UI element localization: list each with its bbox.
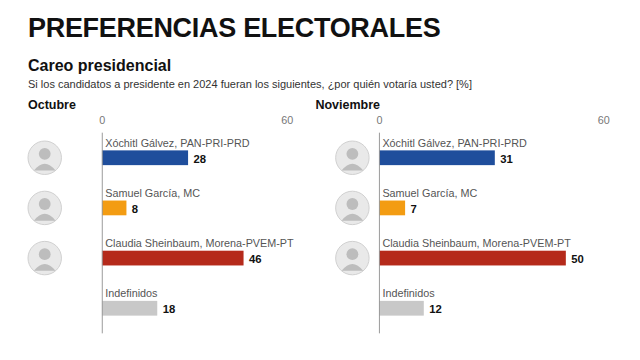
svg-text:60: 60 <box>598 114 610 126</box>
html-text:Si los candidatos a presidente: Si los candidatos a presidente en 2024 f… <box>28 78 472 90</box>
svg-text:60: 60 <box>281 114 293 126</box>
svg-text:28: 28 <box>193 153 206 165</box>
svg-text:12: 12 <box>430 303 443 315</box>
svg-text:31: 31 <box>501 153 514 165</box>
svg-text:Xóchitl Gálvez, PAN-PRI-PRD: Xóchitl Gálvez, PAN-PRI-PRD <box>383 137 528 149</box>
html-text:Octubre: Octubre <box>28 98 76 112</box>
svg-text:8: 8 <box>132 203 138 215</box>
svg-text:7: 7 <box>411 203 417 215</box>
svg-text:Xóchitl Gálvez, PAN-PRI-PRD: Xóchitl Gálvez, PAN-PRI-PRD <box>105 137 250 149</box>
svg-text:Claudia Sheinbaum, Morena-PVEM: Claudia Sheinbaum, Morena-PVEM-PT <box>383 237 572 249</box>
svg-text:Samuel García, MC: Samuel García, MC <box>105 187 200 199</box>
svg-text:Claudia Sheinbaum, Morena-PVEM: Claudia Sheinbaum, Morena-PVEM-PT <box>105 237 294 249</box>
svg-text:50: 50 <box>572 253 585 265</box>
svg-text:Indefinidos: Indefinidos <box>383 287 436 299</box>
svg-text:Samuel García, MC: Samuel García, MC <box>383 187 478 199</box>
svg-text:0: 0 <box>377 114 383 126</box>
html-text:Noviembre: Noviembre <box>315 98 380 112</box>
svg-text:46: 46 <box>249 253 262 265</box>
svg-text:Indefinidos: Indefinidos <box>105 287 158 299</box>
svg-text:0: 0 <box>99 114 105 126</box>
html-text:PREFERENCIAS ELECTORALES: PREFERENCIAS ELECTORALES <box>28 13 441 43</box>
html-text:Careo presidencial: Careo presidencial <box>28 57 172 74</box>
svg-text:18: 18 <box>163 303 176 315</box>
